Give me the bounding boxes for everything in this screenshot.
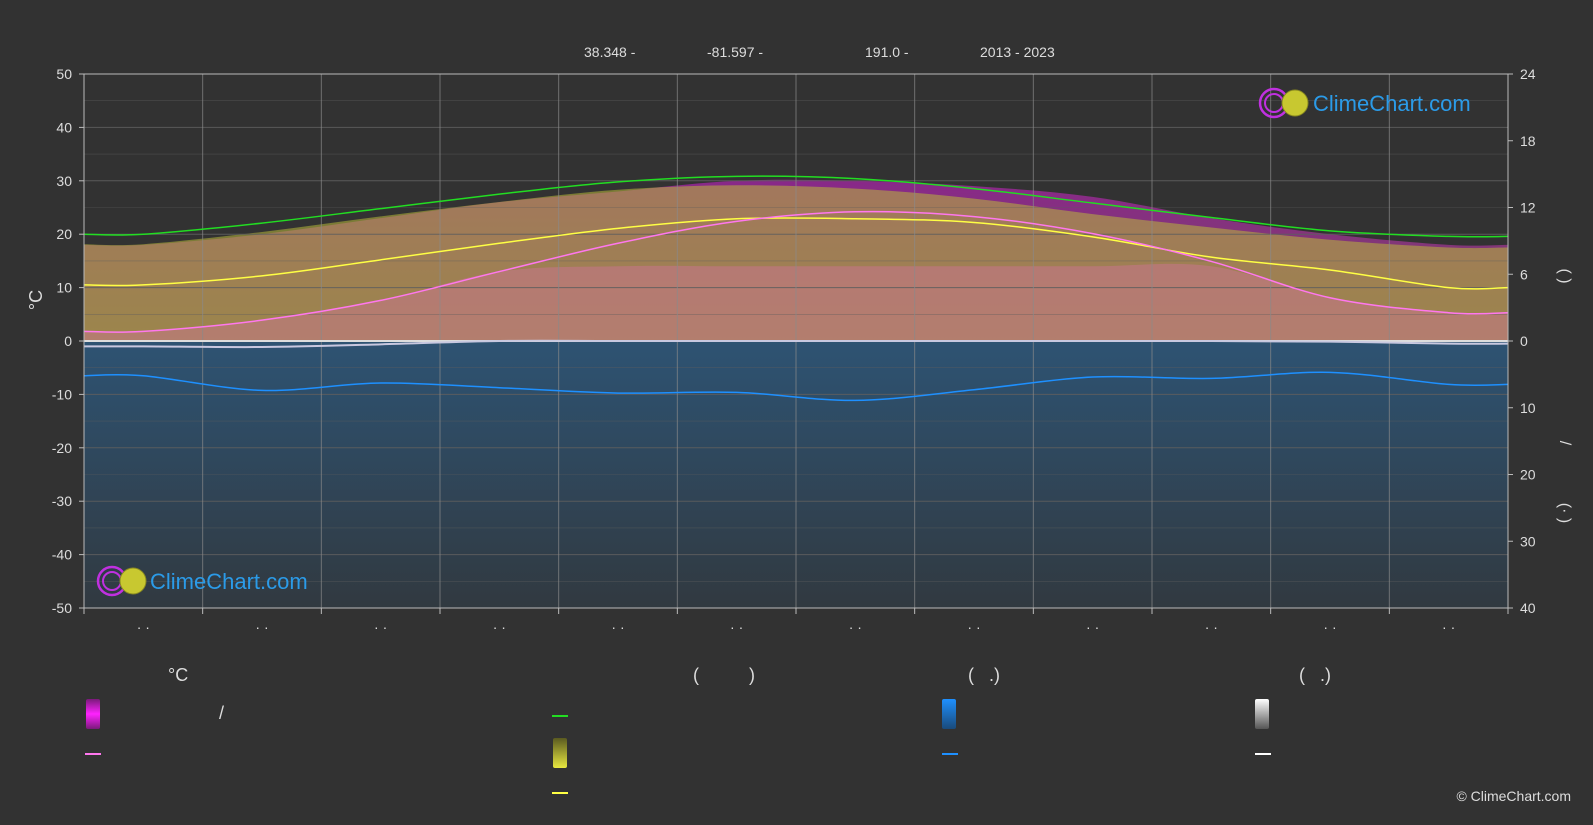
right-top-tick-label: 18: [1520, 133, 1536, 149]
left-tick-label: -30: [52, 493, 72, 509]
left-tick-label: -10: [52, 386, 72, 402]
left-tick-label: 20: [56, 226, 72, 242]
watermark-logo-icon: [96, 565, 147, 597]
header-years: 2013 - 2023: [980, 44, 1055, 60]
copyright: © ClimeChart.com: [1456, 788, 1571, 804]
right-axis-top-label: ( ): [1556, 268, 1573, 283]
data-lines: [83, 175, 1509, 402]
month-label: · ·: [1442, 619, 1455, 635]
watermark-top: ClimeChart.com: [1258, 87, 1471, 119]
left-tick-label: -40: [52, 547, 72, 563]
month-label: · ·: [1086, 619, 1099, 635]
sunshine-line: [83, 175, 1509, 238]
watermark-logo-icon: [1258, 87, 1309, 119]
left-tick-label: -20: [52, 440, 72, 456]
month-label: · ·: [967, 619, 980, 635]
month-label: · ·: [1205, 619, 1218, 635]
month-label: · ·: [611, 619, 624, 635]
left-tick-label: 10: [56, 280, 72, 296]
temp-mean-min-line: [83, 210, 1509, 333]
month-label: · ·: [255, 619, 268, 635]
left-tick-label: 0: [64, 333, 72, 349]
watermark-text: ClimeChart.com: [150, 569, 308, 594]
left-tick-label: 40: [56, 119, 72, 135]
right-bottom-tick-label: 30: [1520, 533, 1536, 549]
left-tick-label: 50: [56, 66, 72, 82]
month-label: · ·: [730, 619, 743, 635]
right-axis-mid-label: /: [1556, 441, 1573, 446]
right-top-tick-label: 0: [1520, 333, 1528, 349]
precipitation-line: [83, 371, 1509, 402]
month-label: · ·: [849, 619, 862, 635]
month-label: · ·: [374, 619, 387, 635]
chart-grid: [84, 73, 1508, 609]
watermark-text: ClimeChart.com: [1313, 91, 1471, 116]
header-longitude: -81.597 -: [707, 44, 763, 60]
month-label: · ·: [493, 619, 506, 635]
temp-mean-max-line: [83, 217, 1509, 290]
left-tick-label: -50: [52, 600, 72, 616]
right-top-tick-label: 12: [1520, 200, 1536, 216]
right-top-tick-label: 6: [1520, 266, 1528, 282]
month-label: · ·: [1323, 619, 1336, 635]
right-bottom-tick-label: 40: [1520, 600, 1536, 616]
chart-axes: 50 40 30 20 10 0 -10 -20 -30 -40 -50 24 18 12 6 0 10 20 30…: [52, 66, 1536, 635]
header-latitude: 38.348 -: [584, 44, 636, 60]
chart-header: 38.348 - -81.597 - 191.0 - 2013 - 2023: [584, 44, 1055, 60]
right-bottom-tick-label: 20: [1520, 467, 1536, 483]
header-elevation: 191.0 -: [865, 44, 909, 60]
right-bottom-tick-label: 10: [1520, 400, 1536, 416]
left-axis-label: °C: [26, 290, 46, 310]
right-axis-bottom-label: (· ): [1556, 503, 1573, 523]
watermark-bottom: ClimeChart.com: [96, 565, 308, 597]
snowfall-line: [83, 339, 1509, 349]
month-label: · ·: [137, 619, 150, 635]
right-top-tick-label: 24: [1520, 66, 1536, 82]
left-tick-label: 30: [56, 173, 72, 189]
